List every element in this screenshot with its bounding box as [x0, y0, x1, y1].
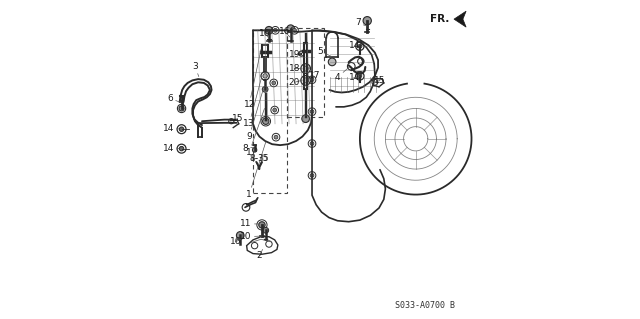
Text: 14: 14	[349, 41, 361, 50]
Text: 1: 1	[246, 108, 264, 157]
Circle shape	[179, 127, 184, 131]
Circle shape	[263, 74, 268, 78]
Circle shape	[272, 81, 276, 85]
Text: 15: 15	[232, 114, 243, 123]
Circle shape	[302, 115, 310, 122]
Circle shape	[262, 118, 269, 124]
Polygon shape	[454, 11, 466, 27]
Text: 16: 16	[278, 27, 291, 38]
Text: 13: 13	[243, 76, 262, 128]
Circle shape	[179, 106, 184, 111]
Text: 16: 16	[259, 29, 271, 38]
Circle shape	[358, 44, 362, 48]
Text: 16: 16	[230, 237, 241, 246]
Circle shape	[274, 135, 278, 139]
Text: 9: 9	[246, 89, 263, 141]
Text: 18: 18	[289, 64, 301, 73]
Text: 8: 8	[242, 144, 253, 153]
Circle shape	[259, 222, 265, 228]
Circle shape	[303, 78, 308, 83]
Text: 7: 7	[355, 19, 367, 27]
Circle shape	[179, 146, 184, 151]
Circle shape	[328, 58, 336, 66]
Circle shape	[265, 26, 273, 34]
Text: FR.: FR.	[430, 14, 449, 24]
Text: 11: 11	[240, 219, 259, 228]
Circle shape	[363, 17, 371, 25]
Circle shape	[358, 74, 362, 78]
Circle shape	[252, 148, 257, 152]
Circle shape	[263, 227, 269, 233]
Text: S033-A0700 B: S033-A0700 B	[396, 301, 455, 310]
Circle shape	[273, 28, 277, 32]
Text: 12: 12	[243, 49, 261, 109]
Text: 5: 5	[318, 47, 332, 57]
Circle shape	[310, 110, 314, 114]
Circle shape	[310, 142, 314, 145]
Text: 6: 6	[167, 94, 180, 103]
Bar	[253, 30, 287, 193]
Text: 14: 14	[349, 73, 361, 82]
Text: 19: 19	[289, 50, 300, 59]
Text: 17: 17	[308, 67, 320, 80]
Circle shape	[303, 66, 308, 71]
Text: 14: 14	[163, 144, 179, 153]
Text: 4: 4	[335, 67, 349, 82]
Circle shape	[273, 108, 276, 112]
Text: 3: 3	[192, 62, 199, 77]
Text: 8-35: 8-35	[250, 154, 268, 163]
Circle shape	[287, 25, 294, 33]
Circle shape	[310, 78, 314, 82]
Text: 20: 20	[289, 78, 301, 87]
Text: 14: 14	[163, 124, 179, 133]
Text: 8-35: 8-35	[250, 154, 269, 163]
Text: 1: 1	[246, 142, 266, 199]
Bar	[287, 28, 324, 117]
Text: 10: 10	[240, 232, 262, 241]
Circle shape	[262, 86, 268, 92]
Circle shape	[236, 232, 244, 239]
Text: 15: 15	[374, 76, 386, 85]
Circle shape	[310, 174, 314, 177]
Circle shape	[292, 28, 296, 32]
Text: 2: 2	[257, 249, 262, 260]
